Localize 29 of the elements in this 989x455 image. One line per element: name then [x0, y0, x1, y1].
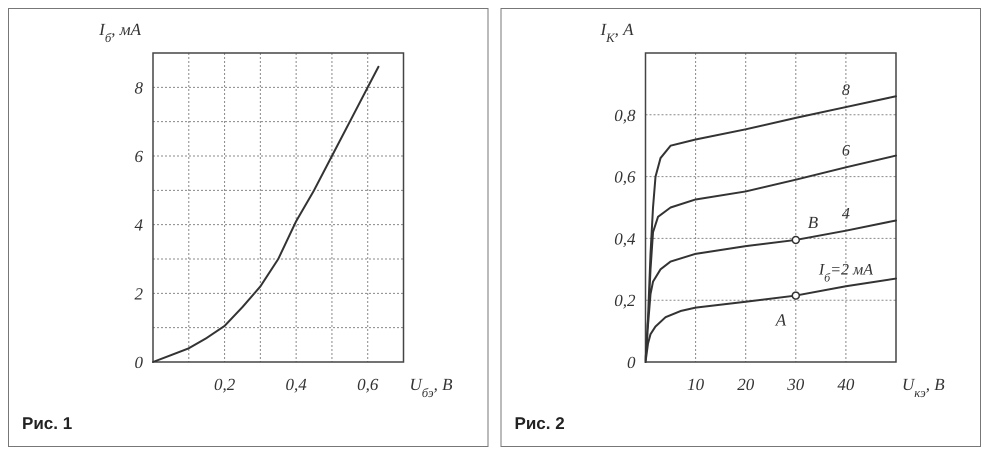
series-label: 4: [842, 206, 850, 223]
x-tick-label: 0,6: [357, 375, 379, 394]
x-tick-label: 30: [786, 375, 805, 394]
y-tick-label: 4: [134, 216, 144, 235]
x-tick-label: 0,4: [286, 375, 308, 394]
y-tick-label: 2: [134, 284, 144, 304]
x-tick-label: 10: [687, 375, 705, 394]
x-tick-label: 20: [737, 375, 755, 394]
y-axis-title: I$_{б}$, мА: [98, 20, 142, 45]
annotation: А: [774, 310, 787, 330]
y-tick-label: 0: [627, 353, 636, 372]
y-tick-label: 0,8: [614, 106, 636, 125]
series-label: I$_{б}$=2 мА: [818, 261, 874, 284]
y-axis-title: I$_{К}$, А: [599, 20, 634, 45]
x-tick-label: 40: [837, 375, 855, 394]
series-label: 8: [842, 82, 850, 100]
y-tick-label: 0,6: [614, 168, 636, 187]
y-tick-label: 6: [134, 147, 144, 166]
x-axis-title: U$_{кэ}$, В: [902, 375, 946, 400]
x-tick-label: 0,2: [214, 375, 236, 394]
y-tick-label: 0,4: [614, 229, 636, 248]
annotation: В: [808, 212, 819, 232]
x-axis-title: U$_{бэ}$, В: [410, 375, 454, 400]
text: Рис. 1: [22, 414, 72, 433]
text: Рис. 2: [514, 414, 565, 433]
series-label: 6: [842, 142, 850, 160]
y-tick-label: 0: [134, 353, 144, 372]
y-tick-label: 8: [134, 78, 144, 98]
y-tick-label: 0,2: [614, 291, 636, 310]
